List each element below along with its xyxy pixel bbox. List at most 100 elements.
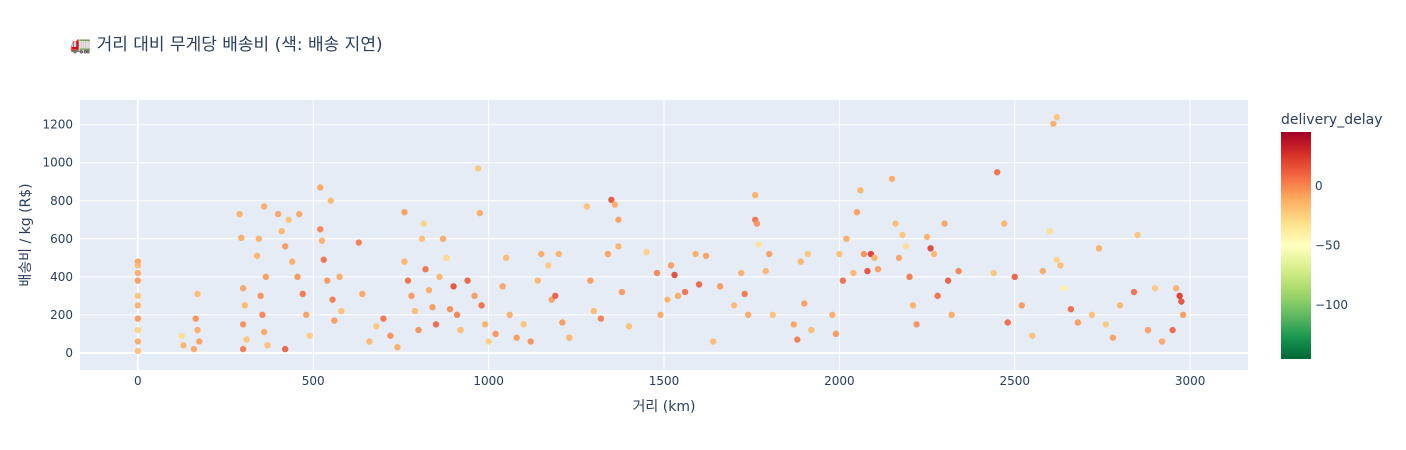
data-point	[338, 307, 345, 315]
data-point	[695, 281, 703, 288]
data-point	[762, 267, 769, 275]
data-point	[808, 326, 815, 334]
data-point	[860, 250, 868, 258]
data-point	[643, 248, 650, 256]
data-point	[1109, 334, 1117, 341]
data-point	[1029, 332, 1036, 339]
data-point	[874, 266, 882, 273]
data-point	[387, 332, 394, 339]
data-point	[134, 277, 142, 284]
data-point	[502, 254, 510, 262]
data-point	[238, 234, 245, 242]
data-point	[178, 332, 185, 339]
data-point	[902, 243, 910, 250]
data-point	[618, 288, 626, 296]
data-point	[604, 250, 612, 258]
data-point	[1050, 120, 1057, 127]
data-point	[478, 302, 485, 309]
data-point	[239, 321, 247, 328]
x-tick-label: 1000	[473, 374, 504, 388]
y-tick-label: 600	[50, 232, 73, 246]
y-tick-label: 0	[65, 346, 73, 360]
data-point	[590, 307, 598, 315]
data-point	[895, 254, 903, 262]
data-point	[797, 258, 804, 265]
data-point	[615, 243, 622, 250]
data-point	[1179, 311, 1187, 319]
data-point	[625, 323, 633, 330]
data-point	[253, 252, 261, 260]
data-point	[429, 304, 436, 311]
x-tick-label: 3000	[1175, 374, 1206, 388]
data-point	[888, 175, 896, 183]
data-point	[1158, 338, 1166, 345]
data-point	[236, 210, 243, 218]
data-point	[194, 326, 201, 334]
data-point	[709, 338, 717, 345]
data-point	[481, 321, 489, 328]
data-point	[741, 290, 748, 298]
data-point	[134, 315, 142, 322]
y-tick-label: 1000	[42, 156, 73, 170]
data-point	[303, 311, 310, 319]
data-point	[134, 292, 142, 300]
data-point	[257, 292, 264, 300]
data-point	[239, 285, 247, 292]
data-point	[134, 269, 142, 277]
data-point	[317, 226, 324, 233]
data-point	[373, 323, 380, 330]
data-point	[401, 258, 408, 265]
data-point	[318, 237, 326, 244]
data-point	[320, 256, 327, 263]
data-point	[1053, 113, 1061, 121]
data-point	[906, 273, 913, 281]
data-point	[1039, 267, 1047, 275]
data-point	[730, 302, 738, 309]
data-point	[355, 239, 363, 246]
data-point	[1172, 285, 1180, 292]
data-point	[259, 311, 266, 319]
y-tick-label: 800	[50, 194, 73, 208]
data-point	[1116, 302, 1124, 309]
data-point	[420, 220, 427, 227]
data-point	[1001, 220, 1008, 227]
data-point	[801, 300, 808, 307]
data-point	[1151, 285, 1159, 292]
data-point	[425, 286, 433, 294]
data-point	[839, 277, 847, 284]
data-point	[909, 302, 917, 309]
data-point	[990, 269, 997, 277]
data-point	[485, 338, 492, 345]
data-point	[336, 273, 343, 281]
data-point	[552, 292, 559, 300]
data-point	[555, 250, 562, 258]
data-point	[941, 220, 948, 227]
colorbar-ticks: 0 −50 −100	[1315, 179, 1348, 312]
data-point	[615, 216, 622, 223]
data-point	[1018, 302, 1025, 309]
data-point	[264, 342, 271, 349]
data-point	[260, 203, 268, 210]
data-point	[1057, 262, 1064, 269]
data-point	[804, 250, 812, 258]
y-tick-label: 200	[50, 308, 73, 322]
data-point	[836, 250, 843, 258]
data-point	[1144, 326, 1152, 334]
data-point	[366, 338, 373, 345]
data-point	[1169, 326, 1176, 334]
data-point	[471, 292, 478, 300]
data-point	[281, 345, 289, 353]
data-point	[737, 269, 745, 277]
data-point	[527, 338, 534, 345]
data-point	[1130, 288, 1138, 296]
data-point	[299, 290, 306, 298]
data-point	[829, 311, 836, 319]
data-point	[474, 165, 482, 172]
data-point	[1178, 298, 1185, 305]
data-point	[439, 235, 447, 243]
data-point	[453, 311, 461, 319]
data-point	[857, 187, 864, 194]
data-point	[930, 250, 938, 258]
data-point	[657, 311, 664, 319]
data-point	[769, 311, 776, 319]
